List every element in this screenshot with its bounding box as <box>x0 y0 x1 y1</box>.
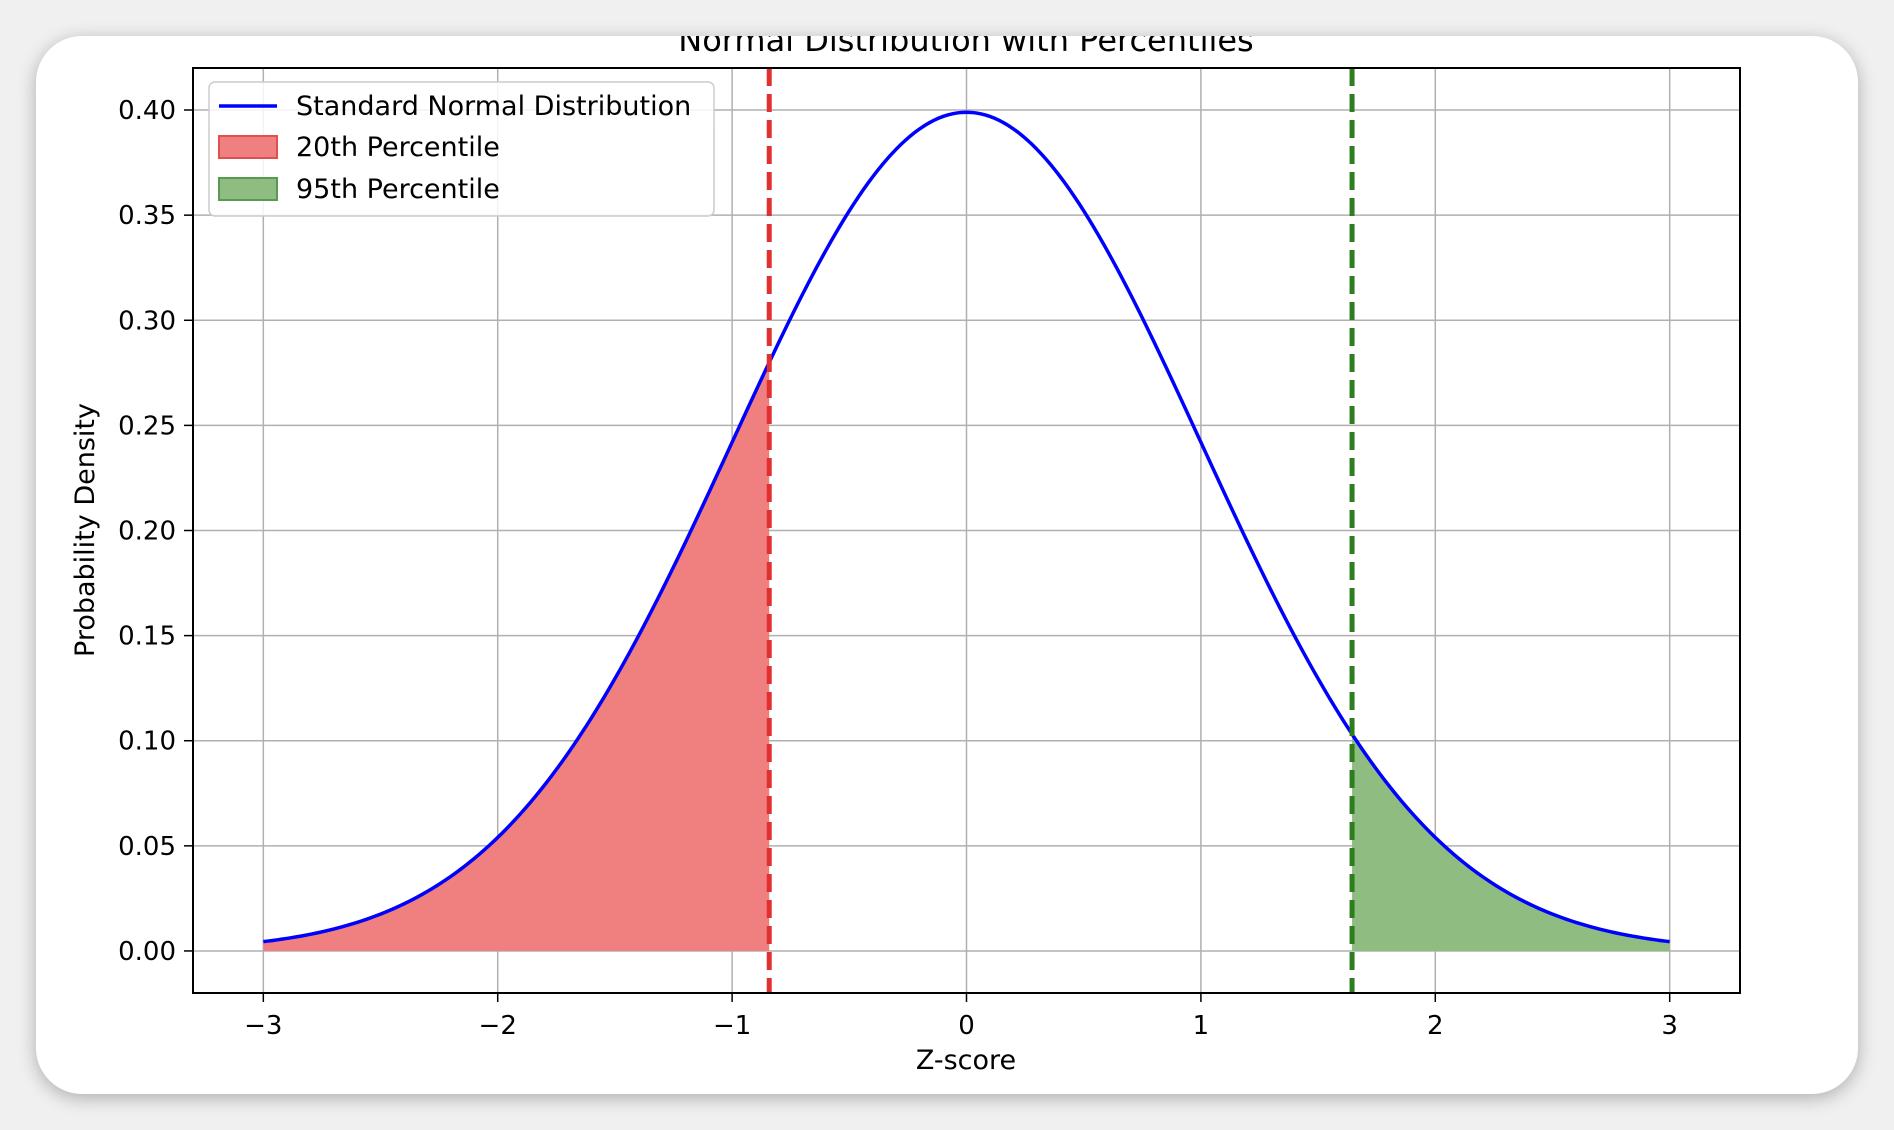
x-tick-label: −2 <box>479 1011 517 1041</box>
legend-label-normal: Standard Normal Distribution <box>296 91 691 122</box>
chart-svg: −3 −2 −1 0 1 2 3 0.00 0.05 0.10 0.15 0.20 0.25 0.30 0.… <box>70 36 1741 1076</box>
x-tick-label: 0 <box>958 1011 975 1041</box>
legend: Standard Normal Distribution 20th Percen… <box>208 81 715 217</box>
y-tick-label: 0.25 <box>118 411 176 441</box>
legend-label-95th: 95th Percentile <box>296 174 500 205</box>
x-tick-label: 3 <box>1661 1011 1678 1041</box>
chart-title: Normal Distribution with Percentiles <box>678 36 1253 59</box>
legend-label-20th: 20th Percentile <box>296 132 500 163</box>
percentile-fills <box>263 362 1670 951</box>
y-tick-label: 0.35 <box>118 201 176 231</box>
y-tick-label: 0.00 <box>118 937 176 967</box>
y-tick-label: 0.20 <box>118 517 176 547</box>
x-tick-label: −1 <box>713 1011 751 1041</box>
x-tick-label: −3 <box>244 1011 282 1041</box>
axis-ticks: −3 −2 −1 0 1 2 3 0.00 0.05 0.10 0.15 0.20 0.25 0.30 0.… <box>118 96 1678 1041</box>
x-tick-label: 1 <box>1193 1011 1210 1041</box>
percentile-area <box>263 362 770 951</box>
legend-swatch-20th <box>218 135 278 159</box>
y-tick-label: 0.10 <box>118 727 176 757</box>
x-tick-label: 2 <box>1427 1011 1444 1041</box>
normal-curve <box>263 110 1670 944</box>
percentile-lines <box>766 68 1355 993</box>
chart-card: −3 −2 −1 0 1 2 3 0.00 0.05 0.10 0.15 0.20 0.25 0.30 0.… <box>36 36 1858 1094</box>
y-tick-label: 0.15 <box>118 622 176 652</box>
y-tick-label: 0.40 <box>118 96 176 126</box>
y-tick-label: 0.05 <box>118 832 176 862</box>
legend-box <box>208 81 715 217</box>
x-axis-label: Z-score <box>916 1045 1016 1076</box>
series-lines <box>263 110 1670 944</box>
legend-swatch-95th <box>218 177 278 201</box>
percentile-area <box>1352 734 1670 951</box>
y-axis-label: Probability Density <box>70 403 101 657</box>
y-tick-label: 0.30 <box>118 306 176 336</box>
